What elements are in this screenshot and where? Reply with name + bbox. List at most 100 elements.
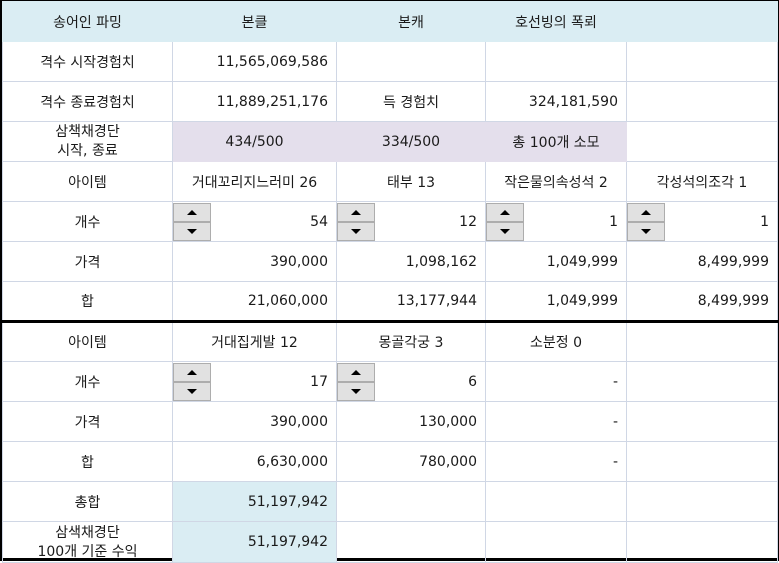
profit-label[interactable]: 삼색채경단 100개 기준 수익 <box>2 521 173 563</box>
profit-value[interactable]: 51,197,942 <box>172 521 337 563</box>
s2-item-name[interactable]: 몽골각궁 3 <box>336 320 486 362</box>
empty-cell[interactable] <box>336 521 486 563</box>
count-value: 6 <box>468 373 477 390</box>
total-label[interactable]: 총합 <box>2 481 173 522</box>
start-exp-label[interactable]: 격수 시작경험치 <box>2 41 173 82</box>
s1-sum-row: 합 21,060,000 13,177,944 1,049,999 8,499,… <box>2 281 778 322</box>
s1-item-name[interactable]: 각성석의조각 1 <box>626 161 778 202</box>
empty-cell[interactable] <box>626 361 778 402</box>
s1-item-label[interactable]: 아이템 <box>2 161 173 202</box>
empty-cell[interactable] <box>626 121 778 162</box>
s2-price[interactable]: - <box>485 401 627 442</box>
s1-price[interactable]: 390,000 <box>172 241 337 282</box>
empty-cell[interactable] <box>485 41 627 82</box>
empty-cell[interactable] <box>485 481 627 522</box>
quantity-stepper[interactable] <box>337 362 375 401</box>
spin-up-button[interactable] <box>627 202 665 222</box>
spin-down-button[interactable] <box>337 221 375 241</box>
header-col-skill[interactable]: 호선빙의 폭뢰 <box>485 1 627 42</box>
s1-sum-label[interactable]: 합 <box>2 281 173 322</box>
s2-count-label[interactable]: 개수 <box>2 361 173 402</box>
s2-sum[interactable]: 780,000 <box>336 441 486 482</box>
s2-item-name[interactable]: 거대집게발 12 <box>172 320 337 362</box>
sanctum-consumed[interactable]: 총 100개 소모 <box>485 121 627 162</box>
s1-price[interactable]: 1,098,162 <box>336 241 486 282</box>
s1-sum[interactable]: 21,060,000 <box>172 281 337 322</box>
gained-exp-value[interactable]: 324,181,590 <box>485 81 627 122</box>
start-exp-row: 격수 시작경험치 11,565,069,586 <box>2 41 778 82</box>
sanctum-label[interactable]: 삼책채경단 시작, 종료 <box>2 121 173 162</box>
end-exp-value[interactable]: 11,889,251,176 <box>172 81 337 122</box>
sanctum-label-line1: 삼책채경단 <box>55 123 120 140</box>
s2-sum[interactable]: - <box>485 441 627 482</box>
quantity-stepper[interactable] <box>173 362 211 401</box>
spin-up-button[interactable] <box>337 202 375 222</box>
empty-cell[interactable] <box>336 481 486 522</box>
spin-down-button[interactable] <box>337 381 375 401</box>
empty-cell[interactable] <box>336 41 486 82</box>
end-exp-label[interactable]: 격수 종료경험치 <box>2 81 173 122</box>
s1-count-cell[interactable]: 12 <box>336 201 486 242</box>
spin-down-button[interactable] <box>173 221 211 241</box>
empty-cell[interactable] <box>626 81 778 122</box>
s1-count-cell[interactable]: 1 <box>485 201 627 242</box>
quantity-stepper[interactable] <box>627 202 665 241</box>
s1-count-cell[interactable]: 54 <box>172 201 337 242</box>
count-value: 1 <box>609 213 618 230</box>
s2-price[interactable]: 390,000 <box>172 401 337 442</box>
empty-cell[interactable] <box>626 441 778 482</box>
s1-sum[interactable]: 8,499,999 <box>626 281 778 322</box>
s1-count-label[interactable]: 개수 <box>2 201 173 242</box>
header-title[interactable]: 송어인 파밍 <box>2 1 173 42</box>
empty-cell[interactable] <box>626 481 778 522</box>
s2-price-row: 가격 390,000 130,000 - <box>2 401 778 442</box>
spin-up-button[interactable] <box>173 202 211 222</box>
empty-cell[interactable] <box>626 521 778 563</box>
gained-exp-label[interactable]: 득 경험치 <box>336 81 486 122</box>
s1-price[interactable]: 8,499,999 <box>626 241 778 282</box>
header-col-empty[interactable] <box>626 1 778 42</box>
arrow-up-icon <box>500 209 510 215</box>
spin-up-button[interactable] <box>173 362 211 382</box>
sanctum-end[interactable]: 334/500 <box>336 121 486 162</box>
empty-cell[interactable] <box>626 41 778 82</box>
spin-up-button[interactable] <box>486 202 524 222</box>
s1-sum[interactable]: 13,177,944 <box>336 281 486 322</box>
arrow-down-icon <box>500 228 510 234</box>
s2-price[interactable]: 130,000 <box>336 401 486 442</box>
s1-item-name[interactable]: 거대꼬리지느러미 26 <box>172 161 337 202</box>
s1-price[interactable]: 1,049,999 <box>485 241 627 282</box>
quantity-stepper[interactable] <box>337 202 375 241</box>
total-value[interactable]: 51,197,942 <box>172 481 337 522</box>
spin-down-button[interactable] <box>627 221 665 241</box>
count-value: 54 <box>310 213 328 230</box>
s2-item-label[interactable]: 아이템 <box>2 320 173 362</box>
s2-count-cell[interactable]: 17 <box>172 361 337 402</box>
s2-count-cell[interactable]: 6 <box>336 361 486 402</box>
s1-item-name[interactable]: 태부 13 <box>336 161 486 202</box>
s2-count[interactable]: - <box>485 361 627 402</box>
sanctum-start[interactable]: 434/500 <box>172 121 337 162</box>
empty-cell[interactable] <box>626 320 778 362</box>
spin-up-button[interactable] <box>337 362 375 382</box>
header-col-main[interactable]: 본클 <box>172 1 337 42</box>
quantity-stepper[interactable] <box>486 202 524 241</box>
header-col-char[interactable]: 본캐 <box>336 1 486 42</box>
spin-down-button[interactable] <box>173 381 211 401</box>
s2-count-row: 개수 17 6 - <box>2 361 778 402</box>
s2-sum-label[interactable]: 합 <box>2 441 173 482</box>
s1-count-cell[interactable]: 1 <box>626 201 778 242</box>
s2-item-name[interactable]: 소분정 0 <box>485 320 627 362</box>
empty-cell[interactable] <box>626 401 778 442</box>
start-exp-value[interactable]: 11,565,069,586 <box>172 41 337 82</box>
s2-price-label[interactable]: 가격 <box>2 401 173 442</box>
s1-item-row: 아이템 거대꼬리지느러미 26 태부 13 작은물의속성석 2 각성석의조각 1 <box>2 161 778 202</box>
sanctum-label-line2: 시작, 종료 <box>57 142 118 159</box>
quantity-stepper[interactable] <box>173 202 211 241</box>
empty-cell[interactable] <box>485 521 627 563</box>
s1-sum[interactable]: 1,049,999 <box>485 281 627 322</box>
s2-sum[interactable]: 6,630,000 <box>172 441 337 482</box>
s1-item-name[interactable]: 작은물의속성석 2 <box>485 161 627 202</box>
spin-down-button[interactable] <box>486 221 524 241</box>
s1-price-label[interactable]: 가격 <box>2 241 173 282</box>
